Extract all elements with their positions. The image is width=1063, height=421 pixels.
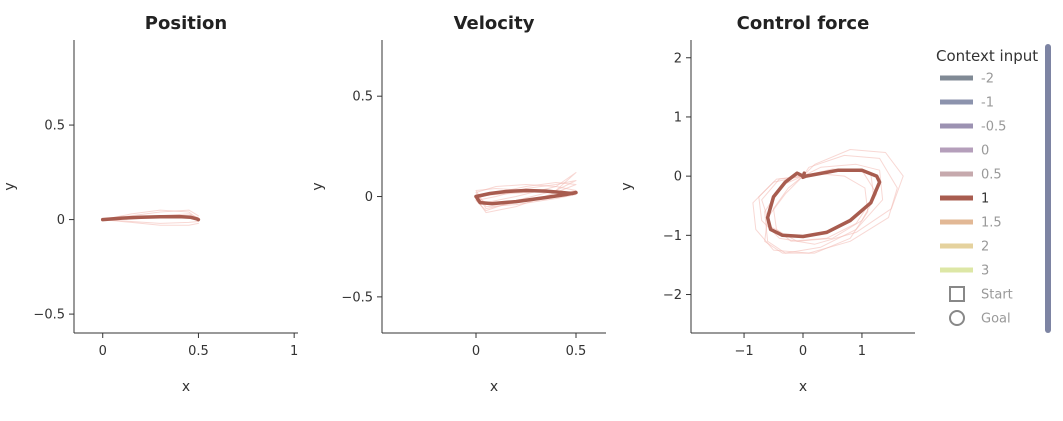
control-force-x-tick-label: 0 [799, 344, 807, 359]
position-y-tick-label: 0.5 [44, 119, 65, 134]
legend-item-2[interactable]: -2 [940, 72, 994, 87]
control-force-y-tick-label: 1 [674, 110, 682, 125]
control-force-y-tick-label: −1 [663, 229, 682, 244]
velocity-x-label: x [490, 379, 498, 395]
legend-item-1[interactable]: -1 [940, 96, 994, 111]
position-x-label: x [182, 379, 190, 395]
legend-item-0[interactable]: 0 [940, 144, 989, 159]
velocity-title: Velocity [454, 13, 535, 34]
position-y-label: y [2, 182, 18, 190]
velocity-x-tick-label: 0.5 [566, 344, 587, 359]
control-force-trial-trajectory [764, 172, 869, 254]
position-y-tick-label: −0.5 [33, 308, 65, 323]
legend-item-2[interactable]: 2 [940, 240, 989, 255]
position-x-tick-label: 0 [99, 344, 107, 359]
position-trial-trajectory [102, 219, 199, 226]
position-plot: Position 0 0.5 1 −0.5 0 0.5 x y [2, 13, 298, 395]
position-x-tick-label: 1 [290, 344, 298, 359]
legend-item-label: -0.5 [981, 120, 1006, 135]
legend-title: Context input [936, 47, 1038, 65]
control-force-trial-trajectory [764, 163, 884, 254]
velocity-trial-trajectory [475, 184, 577, 210]
legend-item-label: -1 [981, 96, 994, 111]
position-y-tick-label: 0 [57, 213, 65, 228]
velocity-x-tick-label: 0 [472, 344, 480, 359]
position-x-tick-label: 0.5 [188, 344, 209, 359]
position-title: Position [145, 13, 227, 34]
control-force-title: Control force [737, 13, 870, 34]
control-force-y-label: y [619, 182, 635, 190]
legend-item-1[interactable]: 1 [940, 192, 989, 207]
legend-scrollbar[interactable] [1045, 44, 1051, 333]
legend-item-label: 0.5 [981, 168, 1002, 183]
legend-item-label: 2 [981, 240, 989, 255]
legend-item-label: 1 [981, 192, 989, 207]
legend-marker-label: Goal [981, 312, 1011, 327]
legend-item-label: 0 [981, 144, 989, 159]
velocity-y-tick-label: 0.5 [352, 90, 373, 105]
legend-item-1-5[interactable]: 1.5 [940, 216, 1002, 231]
legend-marker-goal[interactable]: Goal [949, 310, 1011, 327]
legend-item-3[interactable]: 3 [940, 264, 989, 279]
control-force-y-tick-label: 2 [674, 51, 682, 66]
velocity-trial-trajectory [475, 188, 577, 208]
legend-marker-label: Start [981, 288, 1013, 303]
control-force-y-tick-label: −2 [663, 288, 682, 303]
position-mean-trajectory [100, 214, 201, 222]
velocity-y-tick-label: 0 [365, 190, 373, 205]
control-force-x-label: x [799, 379, 807, 395]
legend-item-0-5[interactable]: -0.5 [940, 120, 1006, 135]
control-force-y-tick-label: 0 [674, 170, 682, 185]
control-force-plot: Control force −1 0 1 −2 −1 0 1 2 x y [619, 13, 915, 395]
position-trial-trajectory [102, 219, 199, 224]
velocity-y-label: y [310, 182, 326, 190]
legend-item-label: 1.5 [981, 216, 1002, 231]
legend-item-label: 3 [981, 264, 989, 279]
velocity-plot: Velocity 0 0.5 −0.5 0 0.5 x y [310, 13, 606, 395]
legend-items: -2 -1 -0.5 0 0.5 1 1.5 2 3 Start Goal [940, 72, 1013, 327]
control-force-x-tick-label: −1 [734, 344, 753, 359]
square-icon [949, 286, 965, 302]
control-force-x-tick-label: 1 [858, 344, 866, 359]
velocity-trial-trajectory [475, 180, 577, 212]
legend-marker-start[interactable]: Start [949, 286, 1013, 303]
velocity-y-tick-label: −0.5 [341, 290, 373, 305]
control-force-trial-trajectory [752, 154, 898, 254]
legend-item-label: -2 [981, 72, 994, 87]
position-trial-trajectory [102, 209, 199, 221]
subplots: Position 0 0.5 1 −0.5 0 0.5 x y Velocity 0 0.5 −0.5 0… [2, 13, 915, 395]
circle-icon [949, 310, 965, 326]
velocity-mean-trajectory [474, 188, 578, 206]
legend-item-0-5[interactable]: 0.5 [940, 168, 1002, 183]
control-force-mean-trajectory [765, 168, 882, 239]
legend: Context input -2 -1 -0.5 0 0.5 1 1.5 2 3 Start Goa… [936, 47, 1038, 327]
